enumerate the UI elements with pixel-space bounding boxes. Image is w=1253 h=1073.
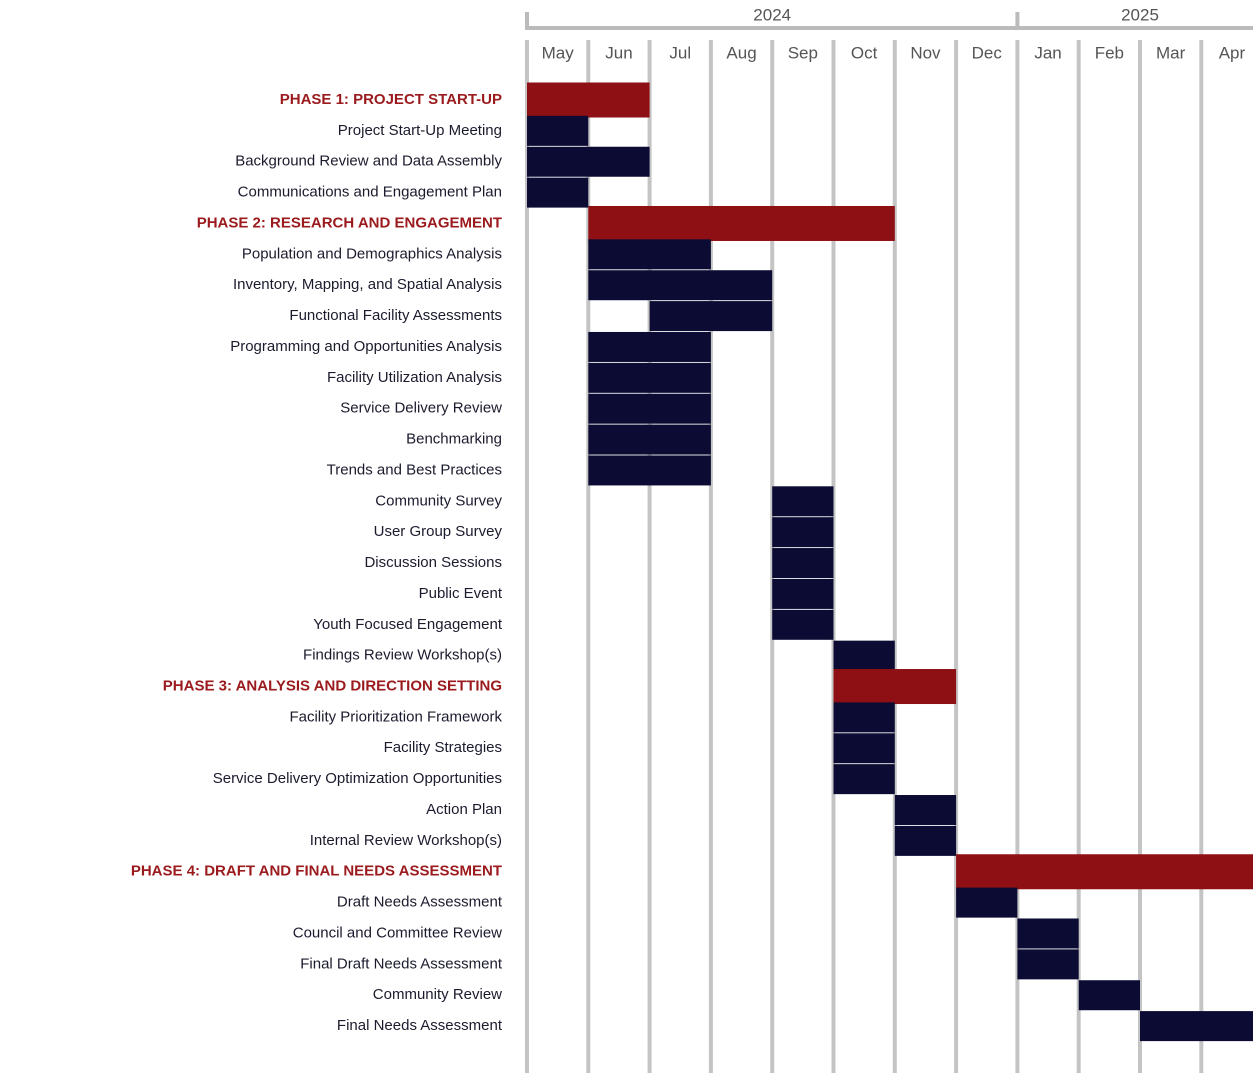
month-label: Mar [1156, 43, 1186, 62]
year-label: 2024 [753, 5, 791, 24]
task-bar [833, 764, 895, 795]
task-label: Programming and Opportunities Analysis [230, 338, 502, 355]
task-label: Population and Demographics Analysis [242, 245, 502, 262]
year-label: 2025 [1121, 5, 1159, 24]
month-label: Feb [1095, 43, 1124, 62]
task-label: Project Start-Up Meeting [338, 122, 502, 139]
task-bar [588, 393, 711, 424]
task-bar [833, 733, 895, 764]
task-bar [894, 825, 957, 856]
phase-label: PHASE 2: RESEARCH AND ENGAGEMENT [197, 214, 502, 231]
task-bar [588, 424, 711, 455]
task-label: Public Event [419, 585, 503, 602]
task-label: Council and Committee Review [293, 924, 502, 941]
task-label: Community Survey [375, 492, 502, 509]
phase-label: PHASE 3: ANALYSIS AND DIRECTION SETTING [163, 677, 502, 694]
task-label: Draft Needs Assessment [337, 894, 503, 911]
month-label: Nov [910, 43, 941, 62]
task-label: User Group Survey [374, 523, 503, 540]
task-label: Action Plan [426, 801, 502, 818]
phase-label: PHASE 4: DRAFT AND FINAL NEEDS ASSESSMEN… [131, 863, 502, 880]
task-bar [527, 146, 650, 177]
task-bar [527, 177, 589, 208]
task-label: Trends and Best Practices [327, 461, 502, 478]
month-label: Apr [1219, 43, 1246, 62]
task-label: Final Draft Needs Assessment [300, 955, 503, 972]
task-label: Community Review [373, 986, 502, 1003]
month-label: May [542, 43, 575, 62]
month-label: Oct [851, 43, 878, 62]
task-bar [833, 640, 895, 671]
task-label: Final Needs Assessment [337, 1017, 503, 1034]
task-bar [1078, 980, 1140, 1011]
task-bar [772, 486, 834, 517]
task-label: Youth Focused Engagement [313, 616, 503, 633]
task-bar [1017, 949, 1079, 980]
task-label: Findings Review Workshop(s) [303, 647, 502, 664]
month-label: Dec [972, 43, 1003, 62]
task-bar [772, 609, 834, 640]
month-label: Jun [605, 43, 632, 62]
task-label: Internal Review Workshop(s) [310, 832, 502, 849]
month-label: Aug [726, 43, 756, 62]
task-label: Benchmarking [406, 431, 502, 448]
task-bar [649, 301, 773, 332]
task-bar [1017, 918, 1079, 949]
task-label: Communications and Engagement Plan [238, 184, 502, 201]
task-label: Functional Facility Assessments [289, 307, 502, 324]
task-label: Facility Utilization Analysis [327, 369, 502, 386]
task-bar [833, 702, 895, 733]
task-label: Discussion Sessions [364, 554, 502, 571]
task-bar [588, 239, 711, 270]
task-label: Service Delivery Optimization Opportunit… [213, 770, 502, 787]
task-label: Inventory, Mapping, and Spatial Analysis [233, 276, 502, 293]
task-bar [1140, 1011, 1253, 1042]
task-label: Background Review and Data Assembly [235, 153, 502, 170]
task-bar [588, 270, 773, 301]
month-label: Jan [1034, 43, 1061, 62]
phase-bar [956, 854, 1253, 890]
month-label: Sep [788, 43, 818, 62]
task-bar [956, 887, 1018, 918]
phase-bar [588, 205, 895, 241]
task-label: Service Delivery Review [340, 400, 502, 417]
task-bar [772, 548, 834, 579]
month-label: Jul [669, 43, 691, 62]
task-bar [772, 517, 834, 548]
task-label: Facility Strategies [384, 739, 502, 756]
phase-bar [833, 669, 957, 705]
phase-bar [527, 82, 650, 118]
phase-label: PHASE 1: PROJECT START-UP [280, 91, 502, 108]
task-bar [527, 115, 589, 146]
task-bar [894, 795, 957, 826]
task-bar [588, 455, 711, 486]
task-label: Facility Prioritization Framework [289, 708, 502, 725]
task-bar [588, 362, 711, 393]
task-bar [588, 331, 711, 362]
task-bar [772, 578, 834, 609]
